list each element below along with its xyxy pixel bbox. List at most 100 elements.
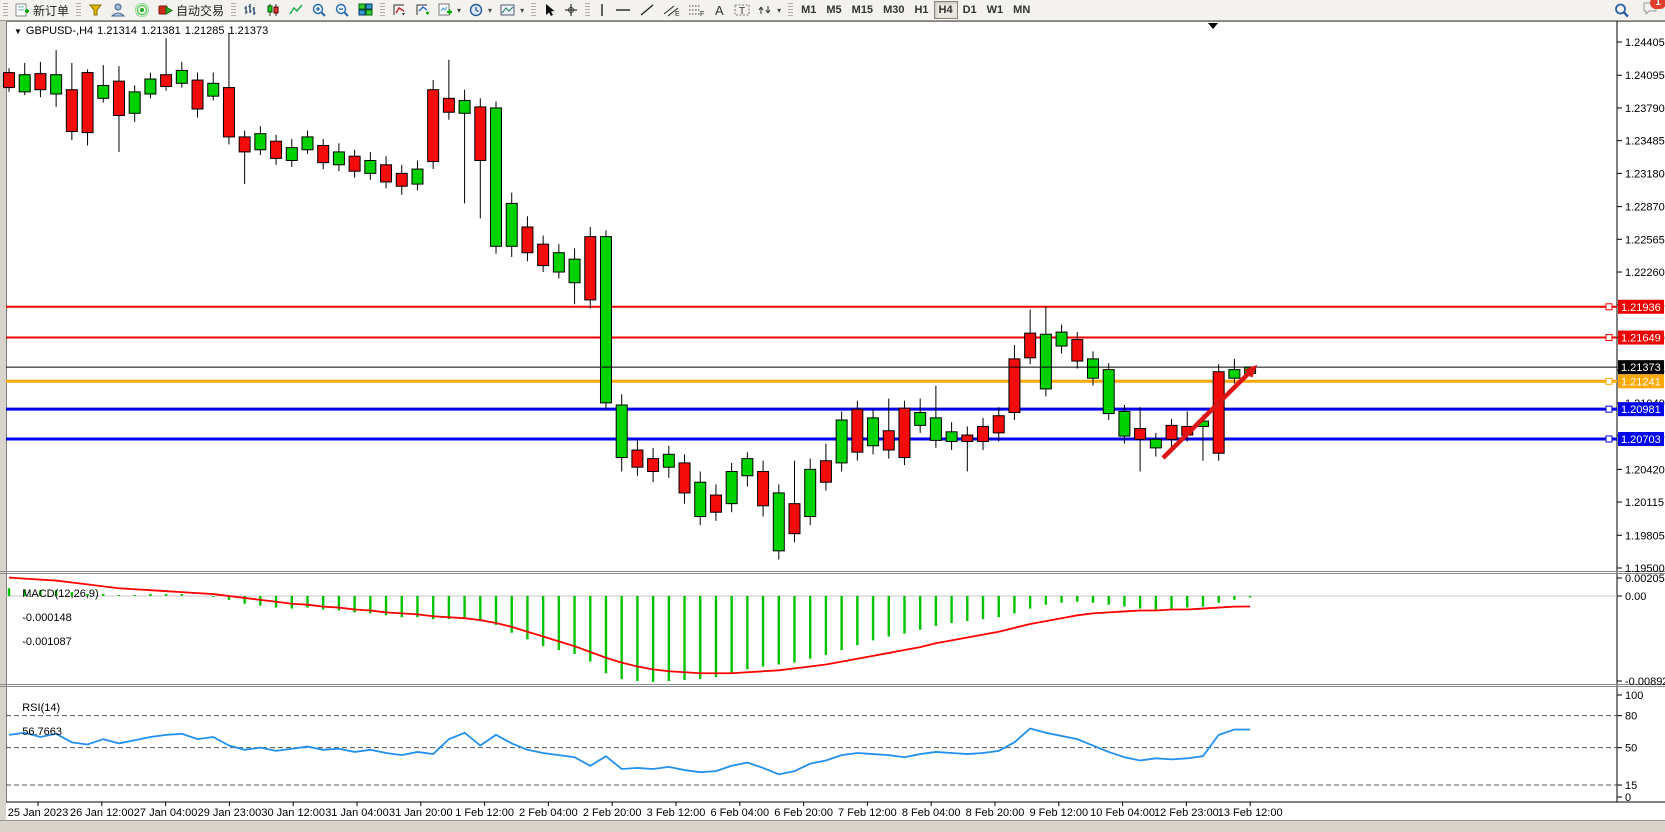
timeframe-button-d1[interactable]: D1: [958, 1, 982, 19]
bar-chart-button[interactable]: [239, 1, 262, 19]
level-handle[interactable]: [1605, 334, 1613, 342]
chevron-down-icon: ▼: [14, 26, 22, 36]
timeframe-button-m15[interactable]: M15: [847, 1, 878, 19]
chevron-down-icon: ▾: [457, 5, 462, 15]
candlestick-chart-button[interactable]: [262, 1, 285, 19]
timeframe-button-h1[interactable]: H1: [909, 1, 933, 19]
period-clock-button[interactable]: ▾: [465, 1, 496, 19]
timeframe-button-h4[interactable]: H4: [933, 1, 958, 19]
date-axis-label: 8 Feb 04:00: [902, 807, 961, 819]
candle-body-bear: [442, 97, 455, 113]
snapshot-button[interactable]: ▾: [496, 1, 528, 19]
toolbar-grip[interactable]: [788, 3, 794, 17]
svg-text:E: E: [675, 11, 680, 17]
date-axis-label: 25 Jan 2023: [8, 807, 69, 819]
trendline-icon: [639, 3, 655, 17]
timeframe-button-w1[interactable]: W1: [982, 1, 1009, 19]
ohlc-low: 1.21285: [184, 25, 225, 37]
zoom-in-button[interactable]: [308, 1, 331, 19]
new-order-button[interactable]: 新订单: [11, 1, 73, 19]
window-bottom-border: [0, 820, 1665, 832]
candle-body-bear: [709, 494, 722, 513]
candle-body-bull: [1055, 331, 1068, 347]
channel-button[interactable]: E: [659, 1, 684, 19]
signal-button[interactable]: [130, 1, 154, 19]
price-axis-label: 1.23180: [1625, 168, 1665, 180]
date-axis-label: 2 Feb 04:00: [519, 807, 578, 819]
level-handle[interactable]: [1605, 303, 1613, 311]
arrange-button[interactable]: [411, 1, 434, 19]
candle-body-bull: [50, 74, 63, 95]
profile-button[interactable]: [107, 1, 130, 19]
toolbar-grip[interactable]: [231, 3, 237, 17]
horizontal-line-button[interactable]: [611, 1, 635, 19]
new-chart-icon: [438, 3, 453, 17]
notification-badge: 1: [1650, 0, 1665, 9]
chart-title[interactable]: ▼ GBPUSD-,H4 1.21314 1.21381 1.21285 1.2…: [14, 25, 268, 37]
notifications-button[interactable]: 1: [1642, 0, 1665, 19]
candle-body-bear: [191, 79, 204, 110]
cursor-button[interactable]: [539, 1, 560, 19]
candle-body-bear: [1165, 424, 1178, 440]
toolbar-grip[interactable]: [380, 3, 386, 17]
toolbar-grip[interactable]: [76, 3, 82, 17]
date-axis-label: 6 Feb 20:00: [774, 807, 833, 819]
line-chart-button[interactable]: [285, 1, 308, 19]
fibonacci-button[interactable]: F: [684, 1, 709, 19]
cursor-icon: [543, 3, 556, 17]
trendline-button[interactable]: [635, 1, 659, 19]
candle-body-bear: [631, 449, 644, 468]
vertical-line-icon: [597, 3, 607, 17]
candle-body-bull: [552, 252, 565, 273]
date-axis-label: 29 Jan 23:00: [198, 807, 262, 819]
chevron-down-icon: ▾: [488, 5, 493, 15]
toolbar-grip[interactable]: [531, 3, 537, 17]
ohlc-open: 1.21314: [97, 25, 137, 37]
search-button[interactable]: [1610, 1, 1634, 19]
candle-body-bull: [772, 492, 785, 552]
timeframe-button-m30[interactable]: M30: [878, 1, 909, 19]
toolbar-grip[interactable]: [3, 3, 8, 17]
candle-body-bull: [694, 481, 707, 518]
candle-body-bull: [835, 419, 848, 464]
date-axis-label: 31 Jan 04:00: [325, 807, 389, 819]
text-label-button[interactable]: T: [730, 1, 754, 19]
signal-icon: [134, 3, 150, 17]
snapshot-icon: [500, 3, 516, 17]
candle-body-bull: [332, 151, 345, 166]
funnel-button[interactable]: [84, 1, 107, 19]
vertical-line-button[interactable]: [593, 1, 611, 19]
candle-body-bear: [81, 72, 94, 134]
tile-windows-icon: [358, 3, 373, 17]
level-handle[interactable]: [1605, 405, 1613, 413]
tile-windows-button[interactable]: [354, 1, 377, 19]
crosshair-button[interactable]: [560, 1, 582, 19]
text-button[interactable]: A: [709, 1, 730, 19]
svg-text:A: A: [715, 3, 724, 17]
rsi-value: 56.7663: [22, 726, 62, 738]
autotrade-icon: [158, 3, 174, 17]
trend-arrow[interactable]: [1161, 367, 1255, 460]
candle-body-bear: [34, 73, 47, 91]
candle-body-bear: [537, 243, 550, 267]
candle-body-bull: [144, 78, 157, 95]
toolbar: 新订单 自动交易 ▾ ▾ ▾ E F A T ▾ M: [0, 0, 1665, 21]
zoom-out-button[interactable]: [331, 1, 354, 19]
price-label-box: [1618, 374, 1664, 389]
line-chart-icon: [289, 3, 304, 17]
arrows-button[interactable]: ▾: [754, 1, 785, 19]
candle-body-bear: [898, 407, 911, 459]
timeframe-button-m1[interactable]: M1: [796, 1, 821, 19]
new-chart-button[interactable]: ▾: [434, 1, 465, 19]
timeframe-button-m5[interactable]: M5: [821, 1, 846, 19]
timeframe-button-mn[interactable]: MN: [1008, 1, 1035, 19]
level-handle[interactable]: [1605, 377, 1613, 385]
autotrade-button[interactable]: 自动交易: [154, 1, 228, 19]
toolbar-grip[interactable]: [585, 3, 591, 17]
chart-shift-marker[interactable]: [1208, 23, 1218, 29]
indicator-list-button[interactable]: [388, 1, 411, 19]
level-handle[interactable]: [1605, 435, 1613, 443]
rsi-line: [8, 727, 1251, 776]
macd-axis-label: -0.008927: [1625, 676, 1665, 688]
